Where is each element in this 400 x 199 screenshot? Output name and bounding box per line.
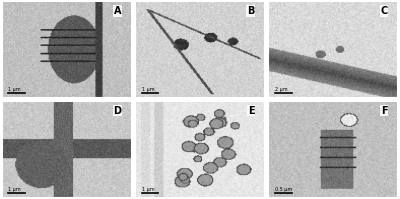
Text: F: F	[381, 106, 388, 116]
Text: 1 μm: 1 μm	[8, 87, 21, 93]
Text: 1 μm: 1 μm	[142, 187, 154, 192]
Text: A: A	[114, 6, 122, 16]
Text: 1 μm: 1 μm	[142, 87, 154, 93]
Text: 2 μm: 2 μm	[275, 87, 287, 93]
Text: B: B	[247, 6, 254, 16]
Text: C: C	[380, 6, 388, 16]
Text: 0.5 μm: 0.5 μm	[275, 187, 292, 192]
Text: 1 μm: 1 μm	[8, 187, 21, 192]
Text: D: D	[114, 106, 122, 116]
Text: E: E	[248, 106, 254, 116]
